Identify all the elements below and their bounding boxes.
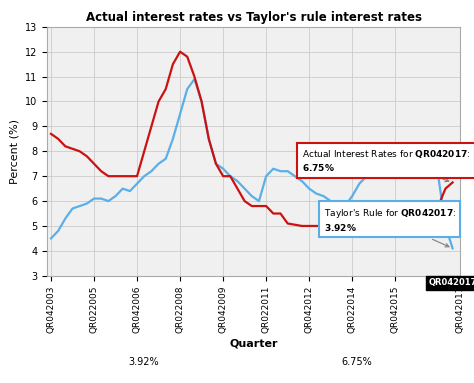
Text: 3.92%: 3.92%	[128, 357, 159, 367]
X-axis label: Quarter: Quarter	[229, 339, 278, 349]
Text: 6.75%: 6.75%	[341, 357, 372, 367]
Title: Actual interest rates vs Taylor's rule interest rates: Actual interest rates vs Taylor's rule i…	[86, 11, 421, 24]
Y-axis label: Percent (%): Percent (%)	[10, 119, 20, 184]
Text: Actual Interest Rates for $\bf{QR042017}$:
$\bf{6.75\%}$: Actual Interest Rates for $\bf{QR042017}…	[302, 148, 471, 182]
Text: Taylor's Rule for $\bf{QR042017}$:
$\bf{3.92\%}$: Taylor's Rule for $\bf{QR042017}$: $\bf{…	[324, 207, 456, 247]
Text: QR042017: QR042017	[428, 278, 474, 287]
